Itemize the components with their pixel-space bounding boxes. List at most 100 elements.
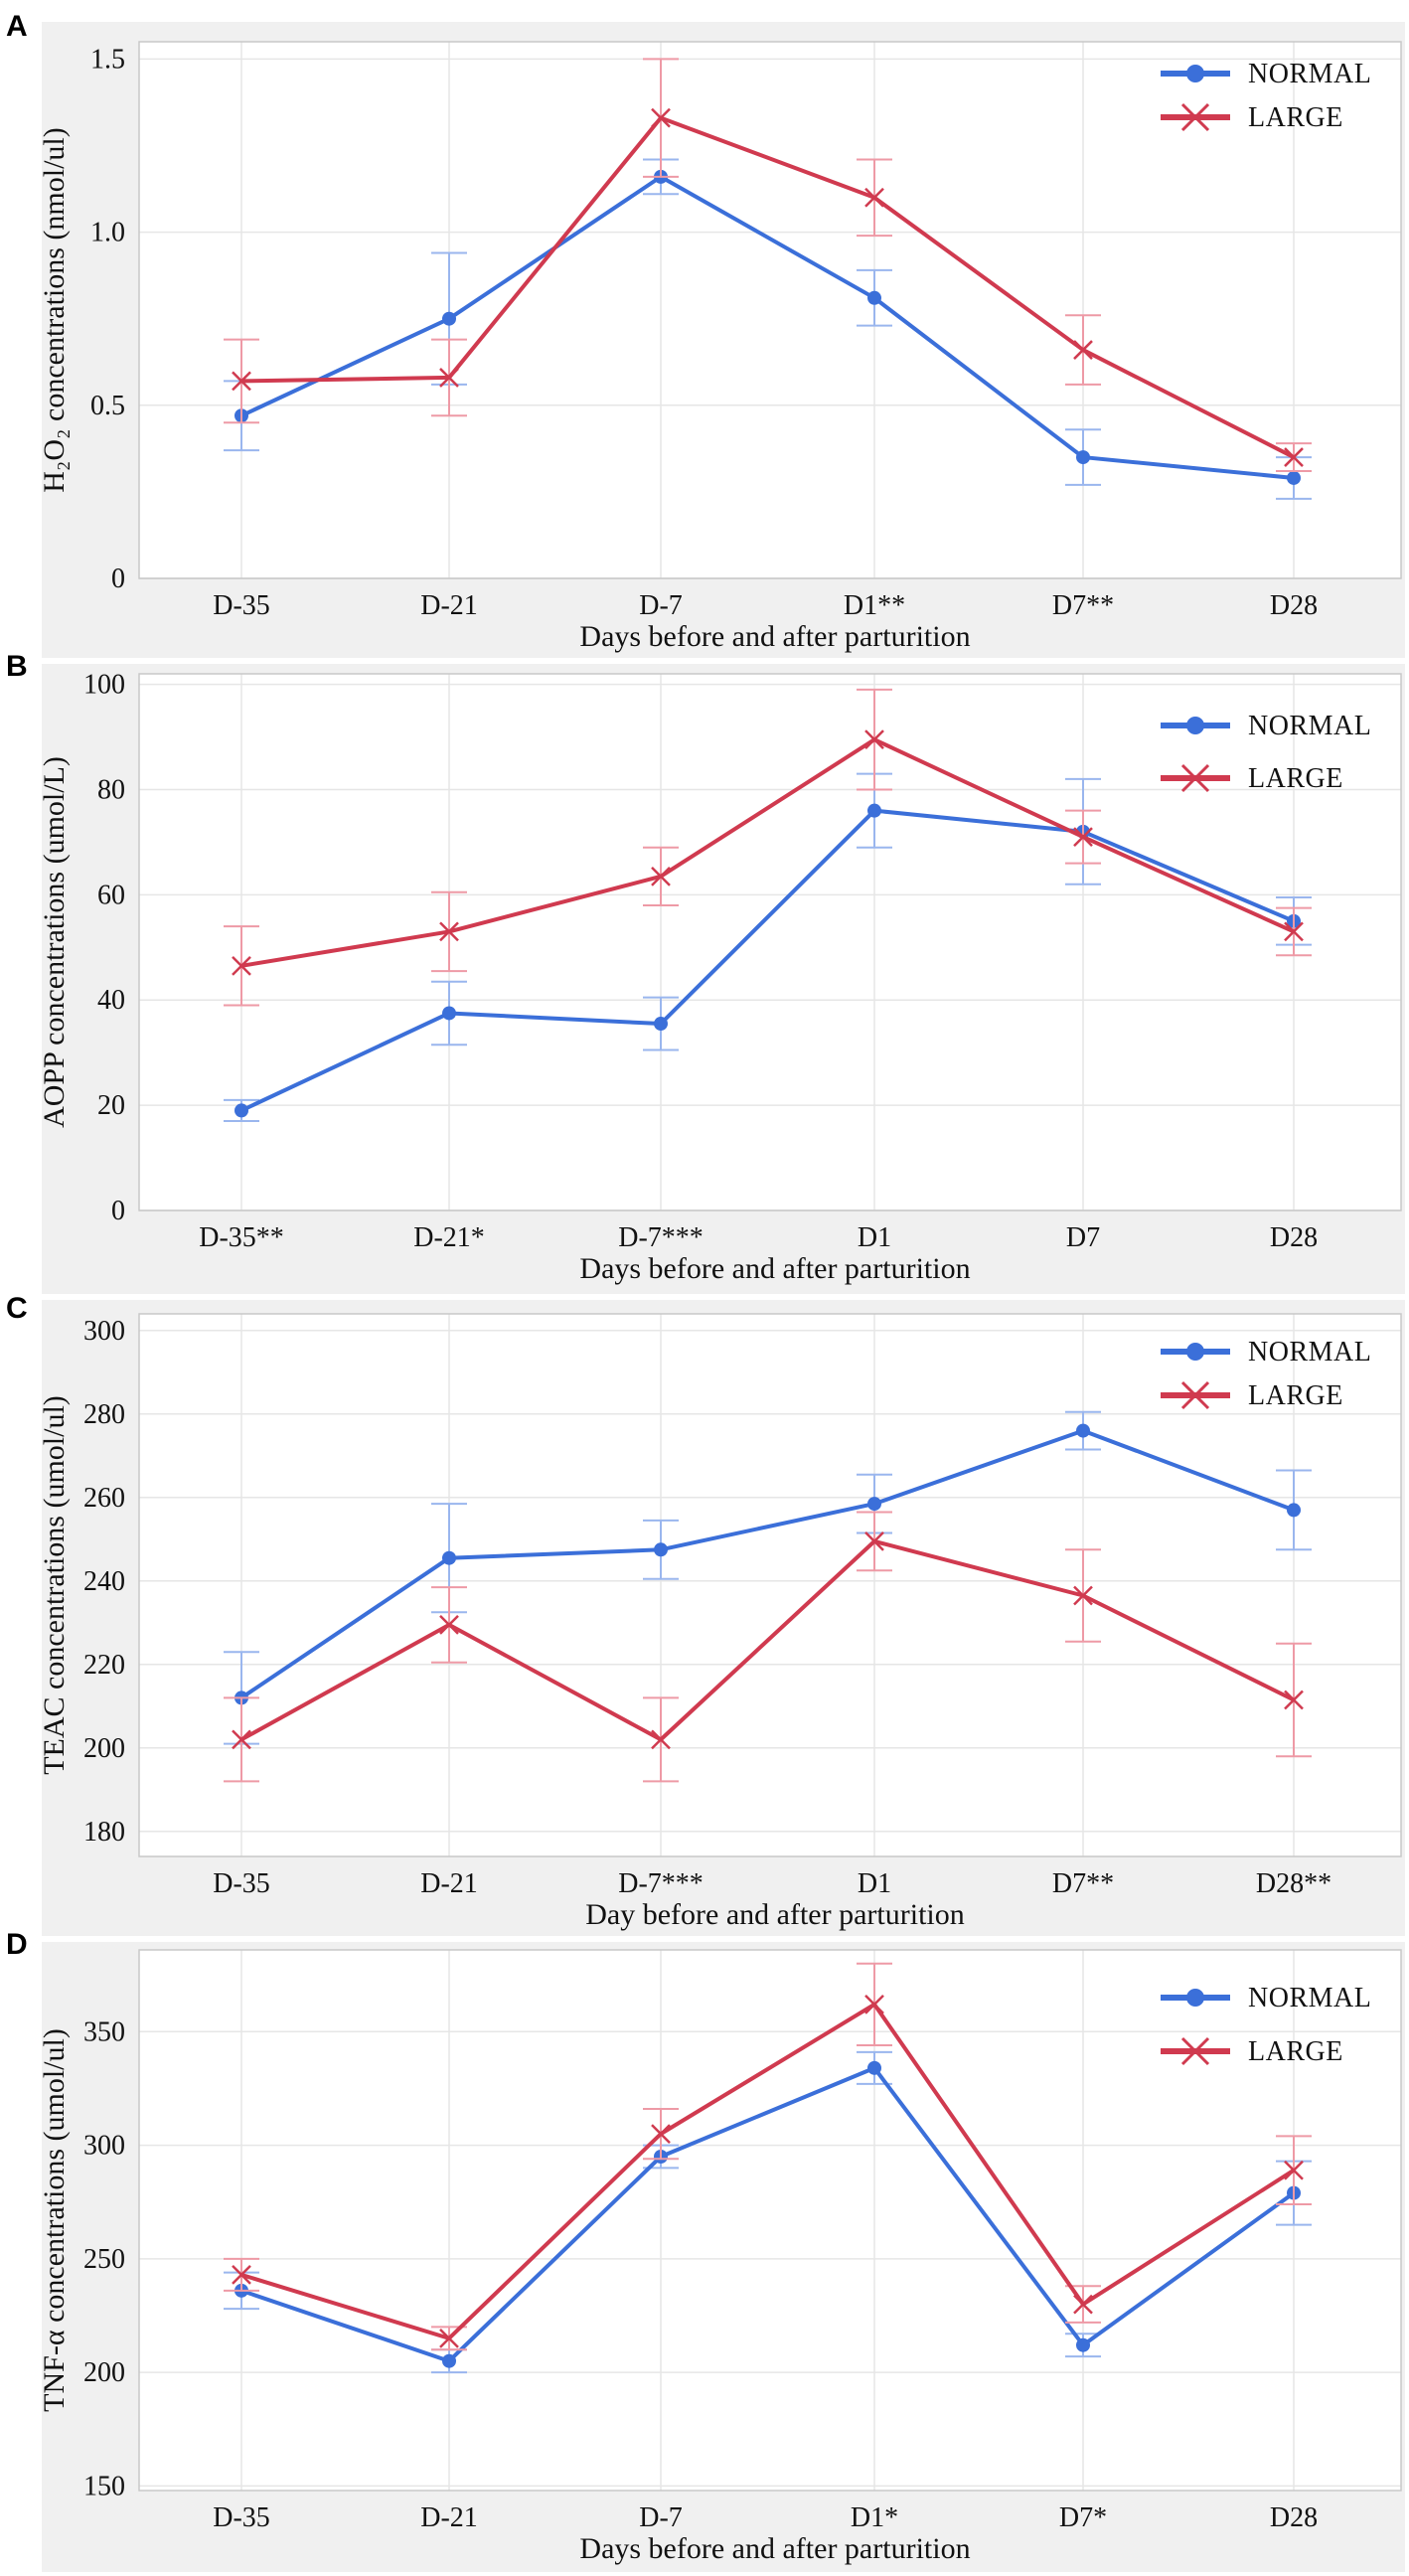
data-point: [442, 311, 456, 326]
panel-letter: B: [6, 650, 28, 683]
legend-item-large: LARGE: [1161, 1380, 1343, 1411]
data-point: [439, 2328, 459, 2348]
legend-item-large: LARGE: [1161, 102, 1342, 133]
legend-label: NORMAL: [1248, 1983, 1371, 2013]
series-line: [240, 115, 1295, 459]
x-tick-label: D7*: [1059, 2502, 1107, 2533]
legend-label: NORMAL: [1248, 711, 1371, 741]
y-tick-label: 300: [83, 2131, 125, 2162]
x-axis-title: Days before and after parturition: [579, 1252, 970, 1285]
data-point: [867, 803, 881, 818]
data-point: [1284, 921, 1304, 942]
panel-A: A 0 0.5 1.0 1.5 D-35 D-21 D-7 D1** D7** D28 Days be…: [6, 10, 1405, 658]
plot-area: [139, 42, 1401, 578]
data-point: [1076, 1423, 1090, 1438]
panel-letter: A: [6, 10, 28, 43]
series-line: [240, 174, 1295, 480]
data-point: [651, 2124, 671, 2145]
y-tick-label: 1.5: [90, 44, 125, 75]
data-point: [235, 1103, 248, 1118]
y-tick-label: 40: [97, 985, 125, 1016]
data-point: [442, 1006, 456, 1021]
data-point: [1284, 1690, 1304, 1710]
series-large: [224, 688, 1312, 1007]
x-tick-label: D1: [858, 1222, 891, 1253]
y-tick-label: 220: [83, 1650, 125, 1681]
legend: NORMAL LARGE: [1161, 1983, 1371, 2067]
data-point: [442, 1550, 456, 1565]
legend: NORMAL LARGE: [1161, 1337, 1371, 1411]
y-tick-label: 1.0: [90, 218, 125, 248]
x-tick-label: D-35**: [199, 1222, 284, 1253]
y-tick-label: 240: [83, 1566, 125, 1597]
data-point: [864, 187, 884, 208]
x-tick-label: D1: [858, 1868, 891, 1899]
y-tick-label: 200: [83, 1733, 125, 1764]
data-point: [864, 1994, 884, 2014]
y-tick-label: 260: [83, 1483, 125, 1514]
y-tick-label: 0.5: [90, 391, 125, 421]
plot-frame: [138, 41, 1402, 579]
panel-letter: C: [6, 1292, 28, 1325]
data-point: [1284, 2160, 1304, 2180]
data-point: [867, 1497, 881, 1512]
legend: NORMAL LARGE: [1161, 59, 1371, 133]
x-tick-label: D-7***: [618, 1868, 704, 1899]
legend-item-normal: NORMAL: [1161, 59, 1371, 89]
data-point: [439, 1615, 459, 1635]
series-line: [240, 808, 1295, 1113]
y-tick-label: 180: [83, 1817, 125, 1848]
y-axis-title: TEAC concentrations (umol/ul): [38, 1395, 71, 1775]
y-axis-title: H₂O₂ concentrations (nmol/ul): [38, 127, 71, 493]
y-tick-label: 200: [83, 2357, 125, 2388]
x-tick-label: D7: [1066, 1222, 1100, 1253]
legend: NORMAL LARGE: [1161, 711, 1371, 794]
data-point: [232, 1729, 251, 1750]
x-tick-label: D-7***: [618, 1222, 704, 1253]
data-point: [439, 368, 459, 388]
data-point: [232, 371, 251, 392]
x-tick-label: D-7: [639, 590, 683, 621]
x-tick-label: D28: [1270, 590, 1318, 621]
x-tick-label: D7**: [1052, 590, 1114, 621]
series-line: [240, 737, 1295, 968]
x-tick-label: D28: [1270, 1222, 1318, 1253]
plot-frame: [138, 1313, 1402, 1857]
legend-label: LARGE: [1248, 763, 1343, 794]
data-point: [651, 866, 671, 886]
panel-B: B 0 20 40 60 80 100 D-35** D-21* D-7*** D1 D7 D28 Day…: [6, 650, 1405, 1294]
panel-D: D 150 200 250 300 350 D-35 D-21 D-7 D1* D7* D28 Days…: [6, 1928, 1405, 2572]
x-tick-label: D7**: [1052, 1868, 1114, 1899]
series-normal: [224, 158, 1312, 500]
y-tick-label: 350: [83, 2016, 125, 2047]
y-tick-label: 100: [83, 670, 125, 701]
y-axis-title: AOPP concentrations (umol/L): [38, 756, 71, 1128]
y-axis-title: TNF-α concentrations (umol/ul): [38, 2028, 71, 2412]
x-tick-label: D-35: [213, 2502, 270, 2533]
y-tick-label: 0: [111, 1196, 125, 1226]
data-point: [867, 2060, 881, 2075]
x-tick-label: D-21: [420, 1868, 478, 1899]
legend-label: NORMAL: [1248, 1337, 1371, 1368]
data-point: [1287, 1503, 1301, 1518]
y-tick-label: 20: [97, 1090, 125, 1121]
data-point: [232, 955, 251, 976]
data-point: [1073, 340, 1093, 360]
data-point: [651, 1729, 671, 1750]
series-large: [224, 1962, 1312, 2351]
y-tick-label: 150: [83, 2471, 125, 2501]
x-tick-label: D-21: [420, 2502, 478, 2533]
plot-area: [139, 1950, 1401, 2491]
data-point: [439, 921, 459, 942]
panel-C: C 180 200 220 240 260 280 300 D-35 D-21 D-7*** D1 D7…: [6, 1292, 1405, 1936]
data-point: [1073, 2294, 1093, 2315]
series-line: [240, 1538, 1295, 1742]
x-tick-label: D-7: [639, 2502, 683, 2533]
legend-label: LARGE: [1248, 2036, 1343, 2067]
series-large: [224, 1511, 1312, 1783]
data-point: [1287, 470, 1301, 485]
legend-item-large: LARGE: [1161, 2036, 1343, 2067]
legend-label: LARGE: [1248, 1380, 1343, 1411]
plot-area: [139, 1314, 1401, 1856]
